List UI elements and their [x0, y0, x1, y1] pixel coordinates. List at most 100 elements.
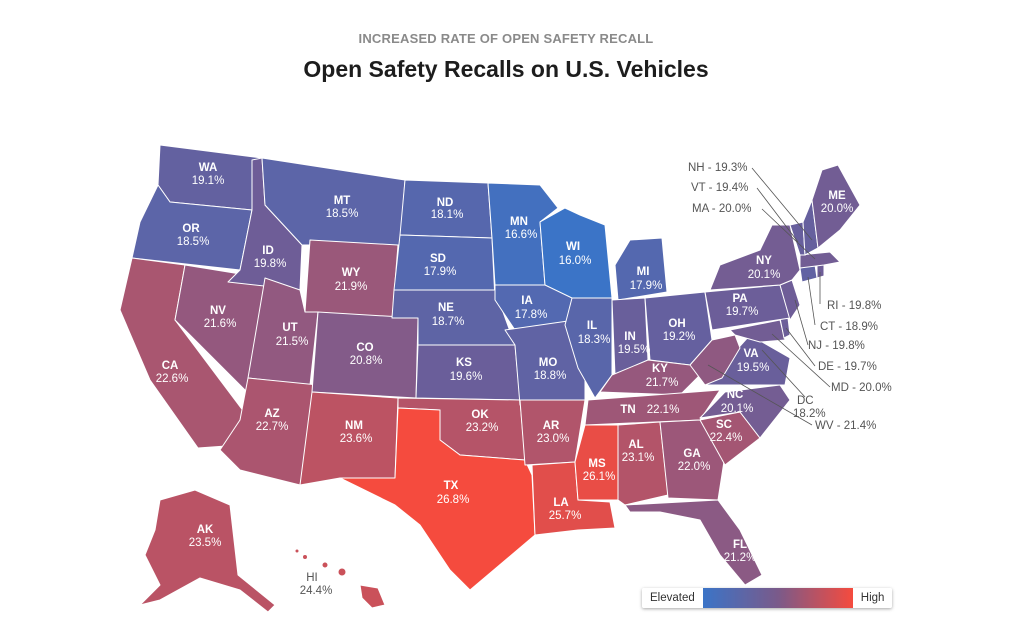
state-MA[interactable]: [799, 251, 841, 269]
label-value-HI: 24.4%: [300, 585, 333, 597]
label-value-NM: 23.6%: [340, 433, 373, 445]
legend-gradient-bar: [702, 588, 853, 608]
label-value-ID: 19.8%: [254, 258, 287, 270]
label-code-VA: VA: [743, 348, 758, 360]
state-AK[interactable]: [139, 489, 276, 613]
label-code-SD: SD: [430, 253, 446, 265]
label-code-KS: KS: [456, 357, 472, 369]
label-value-NE: 18.7%: [432, 316, 465, 328]
state-GA[interactable]: [659, 419, 726, 501]
label-code-UT: UT: [282, 322, 297, 334]
state-NC[interactable]: [699, 384, 791, 439]
state-RI[interactable]: [816, 264, 825, 279]
callout-nh: NH - 19.3%: [688, 162, 747, 174]
label-code-AZ: AZ: [264, 408, 279, 420]
callout-dc-code: DC: [797, 395, 814, 407]
callout-md: MD - 20.0%: [831, 382, 892, 394]
label-value-OK: 23.2%: [466, 422, 499, 434]
label-value-OR: 18.5%: [177, 236, 210, 248]
label-code-CO: CO: [356, 342, 373, 354]
label-value-MT: 18.5%: [326, 208, 359, 220]
label-value-MI: 17.9%: [630, 280, 663, 292]
label-value-NV: 21.6%: [204, 318, 237, 330]
callout-ma: MA - 20.0%: [692, 203, 751, 215]
label-code-MO: MO: [539, 357, 558, 369]
label-value-AK: 23.5%: [189, 537, 222, 549]
label-code-NE: NE: [438, 302, 454, 314]
callout-vt: VT - 19.4%: [691, 182, 748, 194]
callout-ct: CT - 18.9%: [820, 321, 878, 333]
label-value-WY: 21.9%: [335, 281, 368, 293]
state-HI[interactable]: [294, 548, 386, 609]
label-value-WA: 19.1%: [192, 175, 225, 187]
label-code-WI: WI: [566, 241, 580, 253]
label-value-NC: 20.1%: [721, 403, 754, 415]
chart-kicker: INCREASED RATE OF OPEN SAFETY RECALL: [358, 31, 654, 46]
label-value-SD: 17.9%: [424, 266, 457, 278]
chart-title: Open Safety Recalls on U.S. Vehicles: [303, 56, 709, 82]
label-value-NY: 20.1%: [748, 269, 781, 281]
label-code-NV: NV: [210, 305, 226, 317]
label-code-MN: MN: [510, 216, 528, 228]
callout-nj: NJ - 19.8%: [808, 340, 865, 352]
label-value-KS: 19.6%: [450, 371, 483, 383]
label-code-LA: LA: [553, 497, 568, 509]
color-legend: Elevated High: [642, 588, 893, 608]
label-code-GA: GA: [683, 448, 700, 460]
state-IL[interactable]: [564, 297, 613, 399]
label-code-TX: TX: [444, 480, 459, 492]
label-value-KY: 21.7%: [646, 377, 679, 389]
label-code-ID: ID: [262, 245, 274, 257]
label-value-AL: 23.1%: [622, 452, 655, 464]
label-value-UT: 21.5%: [276, 336, 309, 348]
label-code-FL: FL: [733, 539, 747, 551]
label-code-NM: NM: [345, 420, 363, 432]
state-WI[interactable]: [539, 207, 613, 299]
legend-low-label: Elevated: [642, 588, 703, 608]
label-code-AK: AK: [197, 524, 214, 536]
label-code-AL: AL: [628, 439, 643, 451]
label-value-CO: 20.8%: [350, 355, 383, 367]
label-code-PA: PA: [732, 293, 747, 305]
label-code-CA: CA: [162, 360, 179, 372]
state-WY[interactable]: [304, 239, 399, 321]
label-value-VA: 19.5%: [737, 362, 770, 374]
state-MI[interactable]: [614, 237, 668, 301]
label-code-IA: IA: [521, 295, 533, 307]
state-MS[interactable]: [574, 424, 619, 501]
state-FL[interactable]: [624, 499, 763, 586]
callout-labels: NH - 19.3% VT - 19.4% MA - 20.0% RI - 19…: [688, 162, 892, 432]
label-value-MN: 16.6%: [505, 229, 538, 241]
label-value-MS: 26.1%: [583, 471, 616, 483]
label-code-MS: MS: [588, 458, 606, 470]
state-WV[interactable]: [689, 334, 741, 386]
label-value-LA: 25.7%: [549, 510, 582, 522]
label-code-HI: HI: [306, 572, 318, 584]
label-value-AR: 23.0%: [537, 433, 570, 445]
label-code-KY: KY: [652, 363, 668, 375]
label-value-IL: 18.3%: [578, 334, 611, 346]
label-value-IA: 17.8%: [515, 309, 548, 321]
label-value-TX: 26.8%: [437, 494, 470, 506]
label-value-WI: 16.0%: [559, 255, 592, 267]
label-value-IN: 19.5%: [618, 344, 651, 356]
state-MD[interactable]: [729, 319, 786, 343]
label-value-SC: 22.4%: [710, 432, 743, 444]
label-value-CA: 22.6%: [156, 373, 189, 385]
label-code-MI: MI: [637, 266, 650, 278]
label-value-ME: 20.0%: [821, 203, 854, 215]
state-ME[interactable]: [811, 164, 861, 249]
label-value-PA: 19.7%: [726, 306, 759, 318]
label-value-MO: 18.8%: [534, 370, 567, 382]
label-code-NY: NY: [756, 255, 772, 267]
label-code-SC: SC: [716, 419, 732, 431]
label-code-WA: WA: [199, 162, 218, 174]
state-TX[interactable]: [339, 407, 536, 591]
label-code-IL: IL: [587, 320, 597, 332]
legend-high-label: High: [852, 588, 893, 608]
label-code-ME: ME: [828, 190, 846, 202]
state-AL[interactable]: [617, 421, 669, 506]
label-code-OR: OR: [182, 223, 200, 235]
